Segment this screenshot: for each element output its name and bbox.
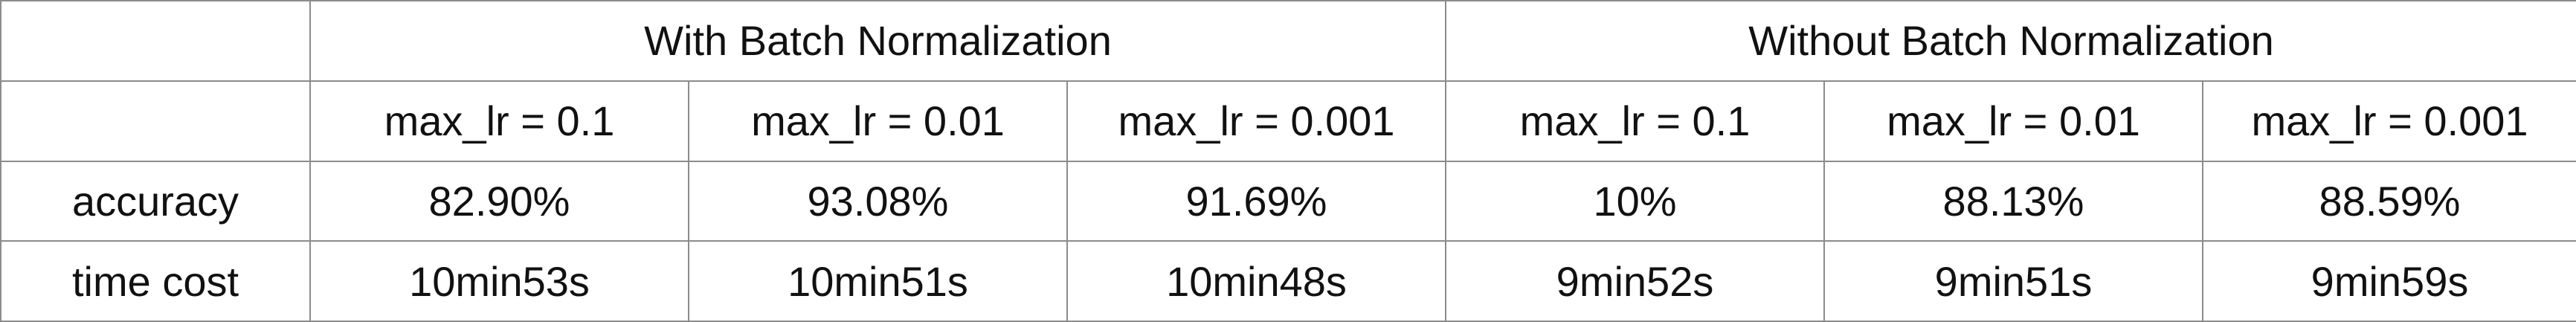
table-cell: 10min51s [688,240,1068,322]
table-cell: 9min51s [1823,240,2204,322]
setting-header: max_lr = 0.01 [688,80,1068,162]
table-cell: 93.08% [688,160,1068,242]
row-label: accuracy [0,160,311,242]
table-row: time cost 10min53s 10min51s 10min48s 9mi… [0,240,2576,322]
settings-corner-cell [0,80,311,162]
group-header-with-bn: With Batch Normalization [309,0,1447,82]
table-cell: 88.59% [2202,160,2576,242]
setting-header: max_lr = 0.01 [1823,80,2204,162]
table-row: accuracy 82.90% 93.08% 91.69% 10% 88.13%… [0,160,2576,242]
row-label: time cost [0,240,311,322]
setting-header: max_lr = 0.1 [309,80,689,162]
table-cell: 10% [1445,160,1826,242]
table-cell: 88.13% [1823,160,2204,242]
group-header-without-bn: Without Batch Normalization [1445,0,2576,82]
setting-header: max_lr = 0.1 [1445,80,1826,162]
table-cell: 9min59s [2202,240,2576,322]
group-header-row: With Batch Normalization Without Batch N… [0,0,2576,82]
corner-cell [0,0,311,82]
table-cell: 91.69% [1066,160,1447,242]
table-cell: 10min48s [1066,240,1447,322]
setting-header: max_lr = 0.001 [2202,80,2576,162]
table-cell: 9min52s [1445,240,1826,322]
settings-header-row: max_lr = 0.1 max_lr = 0.01 max_lr = 0.00… [0,80,2576,162]
setting-header: max_lr = 0.001 [1066,80,1447,162]
table-cell: 82.90% [309,160,689,242]
table-cell: 10min53s [309,240,689,322]
